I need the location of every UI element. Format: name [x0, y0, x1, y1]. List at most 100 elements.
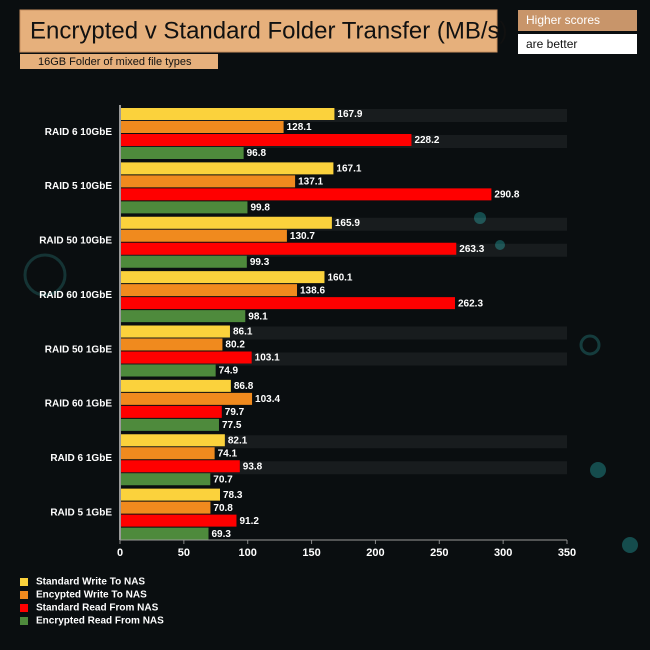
x-tick-label: 100: [239, 547, 257, 559]
bar: [120, 379, 231, 392]
decor: [23, 212, 638, 553]
badge-text: are better: [526, 37, 577, 51]
bar: [120, 271, 325, 284]
badge-text: Higher scores: [526, 13, 600, 27]
y-tick-label: RAID 6 1GbE: [50, 453, 112, 464]
bar: [120, 434, 225, 447]
bar: [120, 175, 296, 188]
bar: [120, 310, 246, 323]
bar: [120, 418, 219, 431]
value-label: 263.3: [459, 244, 484, 255]
value-label: 74.1: [218, 448, 238, 459]
value-label: 91.2: [239, 516, 259, 527]
badge-box: [518, 10, 637, 31]
value-label: 165.9: [335, 218, 360, 229]
bar: [120, 351, 252, 364]
bar: [120, 242, 457, 255]
value-label: 103.4: [255, 394, 280, 405]
value-label: 98.1: [248, 311, 268, 322]
legend-swatch: [20, 617, 28, 625]
x-tick-label: 300: [494, 547, 512, 559]
bar: [120, 488, 221, 501]
bar: [120, 147, 244, 159]
value-label: 93.8: [243, 461, 263, 472]
value-label: 99.3: [250, 257, 270, 268]
value-label: 96.8: [247, 148, 267, 159]
badge-box: [518, 34, 637, 54]
row-stripe: [120, 435, 567, 449]
value-label: 160.1: [327, 272, 352, 283]
x-tick-label: 150: [302, 547, 320, 559]
bar: [120, 447, 215, 460]
value-label: 167.1: [336, 164, 361, 175]
value-label: 78.3: [223, 490, 243, 501]
y-tick-label: RAID 6 10GbE: [45, 127, 113, 138]
row-stripe: [120, 326, 567, 340]
x-tick-label: 200: [366, 547, 384, 559]
y-tick-label: RAID 60 10GbE: [39, 290, 112, 301]
legend-label: Encypted Write To NAS: [36, 590, 147, 601]
bar: [120, 216, 332, 229]
title-box: [19, 9, 498, 53]
legend-swatch: [20, 578, 28, 586]
bar: [120, 527, 209, 540]
value-label: 69.3: [212, 529, 232, 540]
legend-label: Standard Read From NAS: [36, 603, 159, 614]
value-label: 290.8: [494, 190, 519, 201]
value-label: 80.2: [225, 340, 245, 351]
bar: [120, 473, 211, 486]
y-tick-label: RAID 5 10GbE: [45, 181, 113, 192]
value-label: 82.1: [228, 435, 248, 446]
bar: [120, 325, 230, 338]
value-label: 70.8: [213, 503, 233, 514]
bar: [120, 514, 237, 527]
value-label: 74.9: [219, 366, 239, 377]
bar: [120, 501, 211, 514]
x-tick-label: 0: [117, 547, 123, 559]
legend-swatch: [20, 591, 28, 599]
value-label: 130.7: [290, 231, 315, 242]
value-label: 70.7: [213, 474, 233, 485]
bar: [120, 284, 298, 297]
legend-swatch: [20, 604, 28, 612]
value-label: 128.1: [287, 122, 312, 133]
value-label: 86.1: [233, 327, 253, 338]
value-label: 137.1: [298, 177, 323, 188]
value-label: 103.1: [255, 353, 280, 364]
value-label: 86.8: [234, 381, 254, 392]
value-label: 99.8: [250, 203, 270, 214]
y-tick-label: RAID 50 10GbE: [39, 236, 112, 247]
y-tick-label: RAID 60 1GbE: [45, 399, 113, 410]
bar: [120, 338, 223, 351]
bar: [120, 121, 284, 133]
subtitle-box: [20, 54, 218, 69]
bar: [120, 201, 248, 214]
bar: [120, 255, 247, 268]
bar: [120, 108, 335, 120]
bar: [120, 392, 253, 405]
value-label: 167.9: [337, 109, 362, 120]
bar: [120, 134, 412, 146]
x-tick-label: 250: [430, 547, 448, 559]
bar: [120, 364, 216, 377]
x-tick-label: 50: [178, 547, 190, 559]
value-label: 228.2: [414, 135, 439, 146]
bar: [120, 188, 492, 201]
x-tick-label: 350: [558, 547, 576, 559]
legend-label: Standard Write To NAS: [36, 577, 145, 588]
bar: [120, 162, 334, 175]
y-tick-label: RAID 5 1GbE: [50, 507, 112, 518]
value-label: 77.5: [222, 420, 242, 431]
y-tick-label: RAID 50 1GbE: [45, 344, 113, 355]
bar: [120, 405, 222, 418]
legend-label: Encrypted Read From NAS: [36, 616, 164, 627]
value-label: 262.3: [458, 298, 483, 309]
value-label: 138.6: [300, 285, 325, 296]
chart-title: Encrypted v Standard Folder Transfer (MB…: [30, 17, 508, 44]
value-label: 79.7: [225, 407, 245, 418]
bar: [120, 297, 455, 310]
bar: [120, 229, 287, 242]
bar: [120, 460, 240, 473]
